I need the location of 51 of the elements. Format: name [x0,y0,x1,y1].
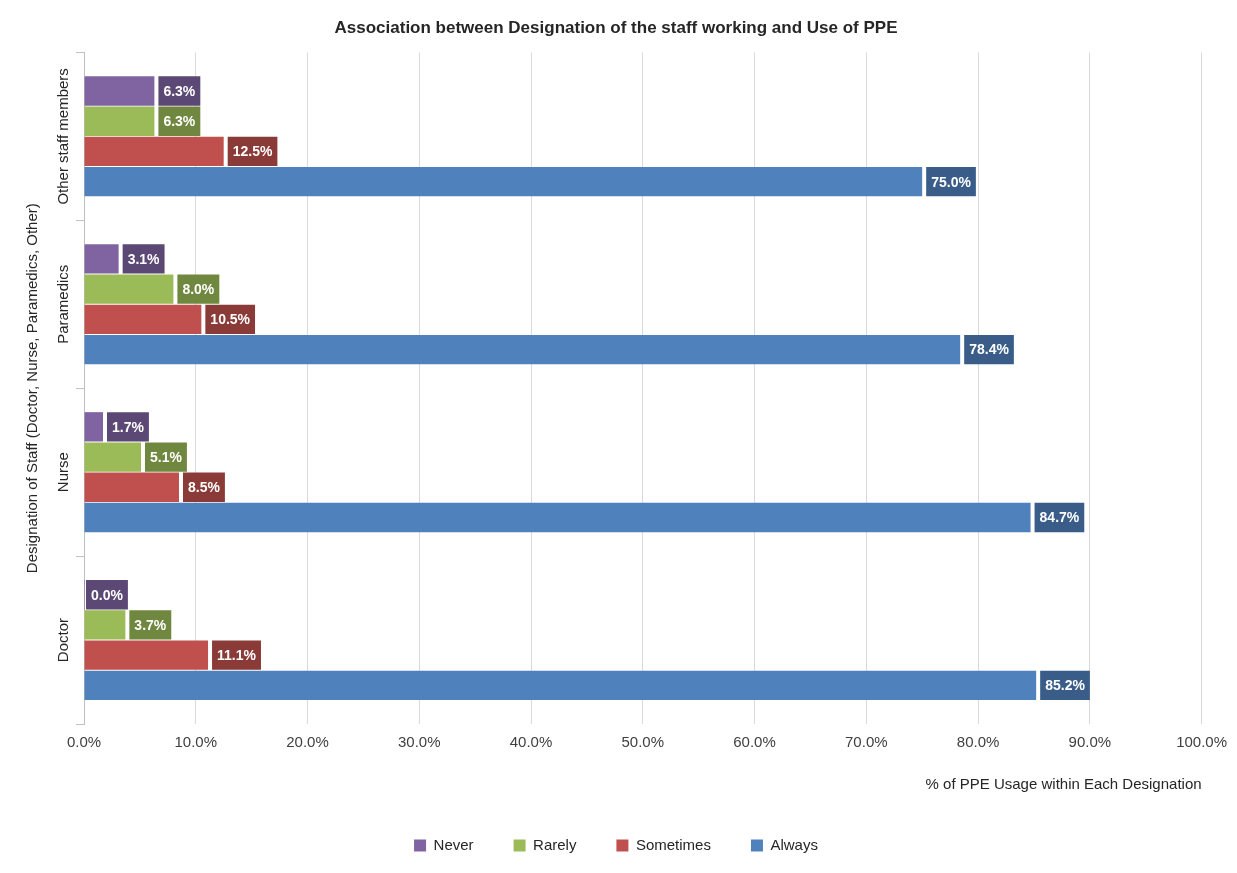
data-label: 11.1% [217,647,257,664]
data-label: 8.0% [182,281,215,297]
bar [84,412,103,442]
x-tick-label: 30.0% [398,733,441,751]
bar [84,136,224,167]
data-label: 3.7% [134,616,167,633]
bar [84,244,119,274]
data-label: 6.3% [163,82,196,99]
legend-label: Sometimes [635,835,711,853]
data-label: 78.4% [969,341,1010,358]
data-label: 85.2% [1045,677,1086,694]
data-label: 8.5% [187,479,221,496]
legend-label: Never [433,835,474,853]
x-axis-title: % of PPE Usage within Each Designation [925,775,1202,793]
bar [84,274,174,304]
x-tick-label: 90.0% [1068,733,1112,751]
data-label: 12.5% [232,143,273,160]
x-tick-label: 40.0% [509,733,553,751]
data-label: 1.7% [112,418,145,435]
y-axis-title: Designation of Staff (Doctor, Nurse, Paramedics, Other) [23,203,41,574]
x-tick-label: 80.0% [956,733,1000,751]
bar [84,502,1031,533]
legend-label: Always [770,835,818,853]
bar [84,304,202,335]
x-tick-label: 50.0% [621,733,665,751]
bar [84,106,155,136]
bar [84,640,209,670]
bar [84,670,1037,701]
x-tick-label: 20.0% [286,733,329,751]
y-tick-label: Doctor [54,617,72,663]
x-tick-label: 10.0% [174,733,218,751]
bar [84,334,961,365]
bar [84,76,155,106]
x-tick-label: 100.0% [1176,733,1227,751]
data-label: 84.7% [1039,509,1080,526]
chart-title: Association between Designation of the staff working and Use of PPE [334,17,898,37]
data-label: 0.0% [91,586,124,603]
x-tick-label: 70.0% [845,733,888,751]
legend-label: Rarely [533,835,577,853]
data-label: 10.5% [210,311,251,328]
data-label: 3.1% [127,250,161,267]
x-tick-label: 60.0% [733,733,776,751]
data-label: 5.1% [150,448,183,465]
data-label: 75.0% [931,173,972,190]
bar [84,472,179,502]
y-tick-label: Paramedics [54,264,72,344]
y-tick-label: Other staff members [54,68,72,205]
bar [84,167,923,197]
x-tick-label: 0.0% [66,733,102,751]
y-tick-label: Nurse [54,452,72,493]
data-label: 6.3% [163,113,196,130]
